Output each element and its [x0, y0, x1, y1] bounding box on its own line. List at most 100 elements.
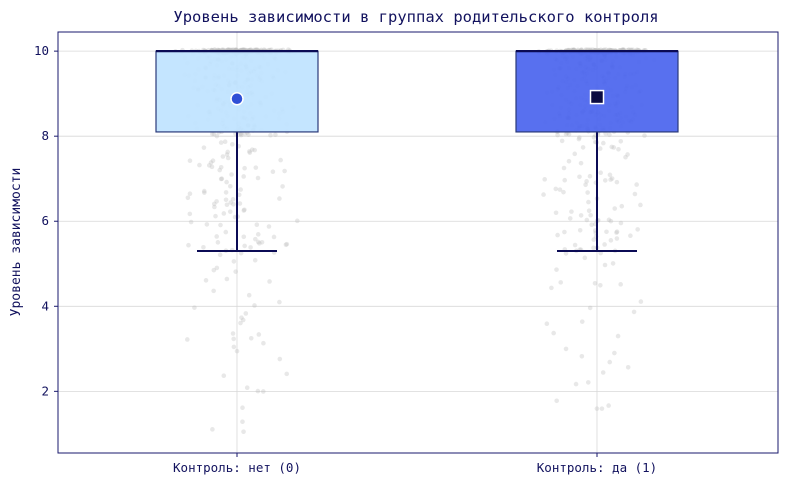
jitter-point: [614, 236, 620, 241]
jitter-point: [241, 208, 247, 213]
jitter-point: [628, 233, 633, 239]
jitter-point: [187, 211, 193, 217]
jitter-point: [615, 333, 621, 339]
jitter-point: [601, 140, 606, 146]
jitter-point: [589, 222, 594, 227]
jitter-point: [618, 282, 623, 287]
jitter-point: [259, 240, 265, 245]
jitter-point: [238, 250, 244, 256]
jitter-point: [635, 227, 640, 232]
jitter-point: [214, 234, 219, 239]
jitter-point: [598, 170, 603, 176]
jitter-point: [261, 340, 266, 346]
jitter-point: [249, 147, 255, 152]
jitter-point: [214, 265, 220, 271]
jitter-point: [212, 204, 217, 210]
jitter-point: [238, 132, 244, 138]
jitter-point: [554, 398, 559, 404]
jitter-point: [587, 305, 593, 311]
jitter-point: [591, 135, 597, 140]
jitter-point: [247, 149, 252, 154]
jitter-point: [217, 252, 223, 258]
jitter-point: [271, 234, 277, 240]
jitter-point: [236, 192, 242, 198]
jitter-point: [572, 151, 578, 157]
jitter-point: [614, 229, 620, 235]
jitter-point: [584, 179, 589, 184]
jitter-point: [638, 202, 643, 208]
y-tick-label: 10: [34, 43, 49, 58]
jitter-point: [248, 245, 253, 250]
jitter-point: [599, 406, 605, 411]
jitter-point: [561, 165, 567, 171]
jitter-point: [267, 279, 272, 284]
jitter-point: [551, 330, 556, 336]
jitter-point: [231, 344, 237, 350]
jitter-point: [566, 158, 572, 164]
jitter-point: [541, 192, 546, 197]
jitter-point: [549, 285, 554, 291]
jitter-point: [606, 217, 612, 223]
jitter-point: [257, 241, 262, 246]
jitter-point: [211, 201, 217, 207]
jitter-point: [544, 321, 550, 327]
jitter-point: [631, 309, 637, 315]
jitter-point: [561, 189, 566, 195]
x-tick-label: Контроль: нет (0): [173, 460, 301, 475]
jitter-point: [591, 245, 596, 251]
jitter-point: [586, 208, 592, 214]
jitter-point: [563, 346, 569, 352]
jitter-point: [206, 163, 212, 168]
jitter-point: [277, 356, 283, 362]
jitter-point: [600, 370, 606, 375]
jitter-point: [585, 190, 590, 195]
jitter-point: [187, 158, 193, 163]
jitter-point: [224, 276, 230, 282]
jitter-point: [572, 242, 578, 248]
jitter-point: [278, 157, 283, 163]
jitter-point: [578, 160, 584, 166]
jitter-point: [555, 132, 560, 138]
jitter-point: [586, 199, 591, 205]
jitter-point: [553, 210, 559, 216]
jitter-point: [204, 222, 210, 227]
jitter-point: [602, 262, 608, 268]
jitter-point: [223, 229, 229, 235]
jitter-point: [566, 132, 572, 137]
jitter-point: [213, 213, 218, 219]
jitter-point: [220, 154, 226, 159]
jitter-point: [563, 131, 569, 137]
jitter-point: [555, 232, 560, 238]
jitter-point: [228, 200, 234, 205]
jitter-point: [608, 238, 614, 243]
jitter-point: [242, 207, 247, 213]
jitter-point: [240, 419, 245, 425]
jitter-point: [238, 187, 243, 192]
jitter-point: [553, 186, 559, 192]
jitter-point: [612, 350, 617, 356]
jitter-point: [231, 202, 236, 207]
jitter-point: [246, 132, 251, 137]
jitter-point: [583, 182, 588, 188]
jitter-point: [187, 191, 193, 197]
jitter-point: [634, 182, 639, 187]
jitter-point: [592, 280, 598, 286]
jitter-point: [252, 257, 258, 263]
jitter-point: [240, 317, 246, 323]
jitter-point: [241, 174, 246, 179]
y-axis-label: Уровень зависимости: [9, 168, 24, 317]
jitter-point: [587, 173, 593, 179]
plot-frame: [57, 31, 779, 454]
jitter-point: [563, 251, 569, 256]
jitter-point: [602, 242, 607, 247]
jitter-point: [562, 229, 567, 235]
jitter-point: [197, 162, 202, 168]
jitter-point: [218, 164, 224, 170]
jitter-point: [233, 269, 238, 274]
jitter-point: [614, 230, 619, 235]
jitter-point: [229, 172, 234, 177]
jitter-point: [201, 145, 207, 150]
jitter-point: [224, 179, 229, 185]
jitter-point: [608, 218, 614, 224]
